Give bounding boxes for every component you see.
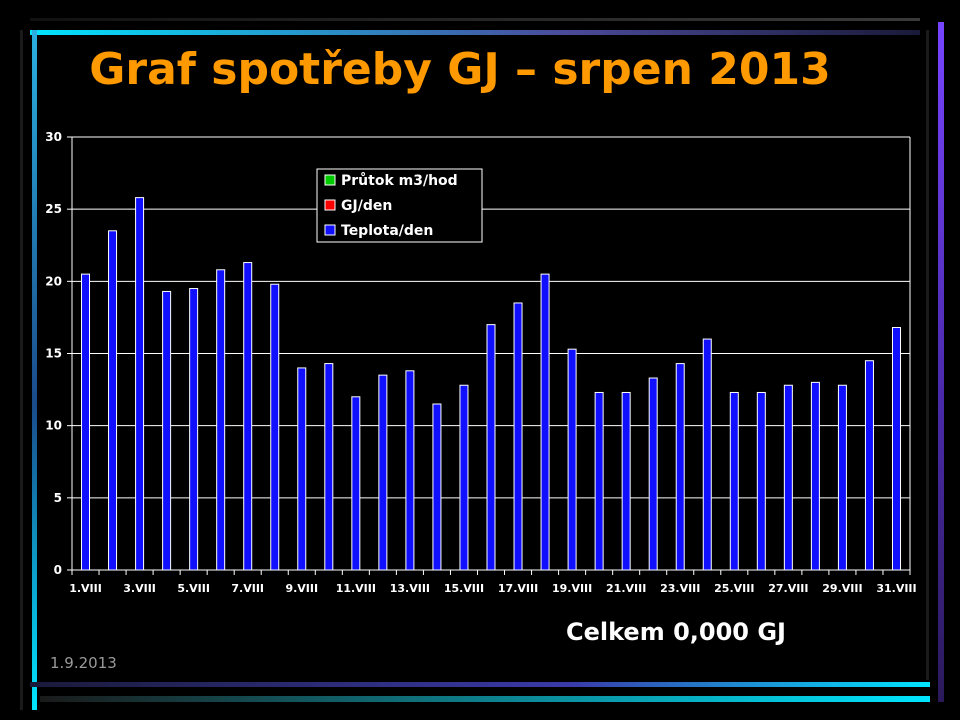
legend-swatch (324, 224, 336, 236)
bar-teplota (162, 290, 172, 571)
y-tick-label: 5 (54, 491, 62, 505)
x-tick-label: 9.VIII (285, 582, 318, 595)
y-tick-label: 25 (45, 202, 62, 216)
bar-teplota (351, 396, 361, 571)
bar-teplota (729, 391, 739, 571)
bar-teplota (324, 363, 334, 571)
bar-teplota (270, 283, 280, 571)
legend-swatch (324, 174, 336, 186)
x-tick-label: 17.VIII (498, 582, 538, 595)
frame-left-bar (32, 30, 37, 710)
bar-teplota (432, 403, 442, 571)
bar-teplota (540, 273, 550, 571)
bar-teplota (108, 230, 118, 571)
bar-teplota (297, 367, 307, 571)
chart-bars (81, 197, 901, 571)
x-tick-label: 11.VIII (336, 582, 376, 595)
bar-teplota (135, 197, 145, 571)
frame-right-bar (938, 22, 944, 702)
x-tick-label: 25.VIII (714, 582, 754, 595)
bar-teplota (837, 384, 847, 571)
x-tick-label: 23.VIII (660, 582, 700, 595)
x-tick-label: 29.VIII (822, 582, 862, 595)
bar-teplota (891, 327, 901, 571)
bar-teplota (810, 381, 820, 571)
bar-teplota (405, 370, 415, 571)
slide-title: Graf spotřeby GJ – srpen 2013 (89, 44, 831, 95)
legend-label: Teplota/den (341, 223, 433, 239)
bar-teplota (864, 360, 874, 571)
bar-teplota (756, 391, 766, 571)
bar-teplota (243, 262, 253, 571)
y-tick-label: 10 (45, 419, 62, 433)
bar-teplota (594, 391, 604, 571)
x-tick-label: 15.VIII (444, 582, 484, 595)
bar-teplota (189, 288, 199, 571)
bar-teplota (621, 391, 631, 571)
x-tick-label: 19.VIII (552, 582, 592, 595)
legend-box (316, 168, 483, 243)
x-tick-label: 27.VIII (768, 582, 808, 595)
y-tick-label: 0 (54, 563, 62, 577)
bar-teplota (216, 269, 226, 571)
x-tick-label: 5.VIII (177, 582, 210, 595)
frame-top-line (30, 18, 920, 21)
slide-date: 1.9.2013 (50, 654, 117, 672)
x-tick-label: 3.VIII (123, 582, 156, 595)
bar-teplota (81, 273, 91, 571)
y-tick-label: 15 (45, 347, 62, 361)
y-tick-label: 30 (45, 130, 62, 144)
y-tick-label: 20 (45, 274, 62, 288)
x-tick-label: 21.VIII (606, 582, 646, 595)
x-tick-labels: 1.VIII 3.VIII 5.VIII 7.VIII 9.VIII 11.VIII 13.… (69, 582, 916, 595)
y-tick-labels: 0 5 10 15 20 25 30 (45, 130, 62, 577)
x-tick-label: 31.VIII (876, 582, 916, 595)
bar-teplota (567, 348, 577, 571)
bar-teplota (648, 377, 658, 571)
legend-label: Průtok m3/hod (341, 172, 458, 189)
bar-teplota (702, 338, 712, 571)
bar-teplota (459, 384, 469, 571)
frame-right-line (926, 30, 929, 680)
bar-teplota (783, 384, 793, 571)
frame-left-line (20, 30, 23, 710)
legend-swatch (324, 199, 336, 211)
bar-teplota (675, 363, 685, 571)
bar-teplota (378, 374, 388, 571)
legend-label: GJ/den (341, 198, 392, 214)
x-tick-label: 13.VIII (390, 582, 430, 595)
legend: Průtok m3/hod GJ/den Teplota/den (316, 168, 483, 243)
x-tick-label: 1.VIII (69, 582, 102, 595)
x-tick-label: 7.VIII (231, 582, 264, 595)
total-consumption: Celkem 0,000 GJ (566, 618, 786, 646)
bar-teplota (513, 302, 523, 571)
frame-top-bar (30, 30, 920, 35)
bar-teplota (486, 324, 496, 571)
frame-bottom-bar (30, 682, 930, 687)
frame-bottom-line (40, 696, 930, 702)
